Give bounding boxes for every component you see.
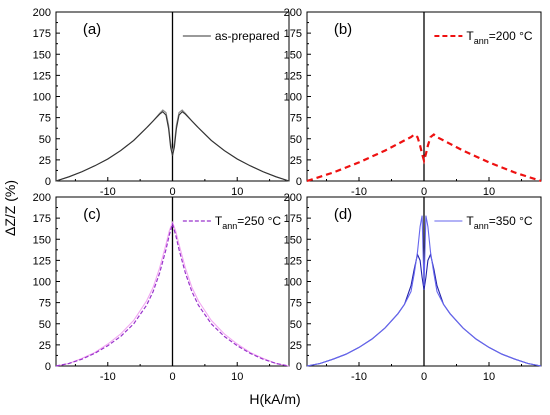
legend-label-main: T <box>466 214 474 228</box>
y-tick-label: 150 <box>284 49 302 61</box>
y-tick-label: 75 <box>290 113 302 125</box>
y-tick-label: 150 <box>284 234 302 246</box>
y-tick-label: 100 <box>33 277 51 289</box>
legend-label: Tann=200 °C <box>466 29 533 46</box>
y-tick-label: 175 <box>33 213 51 225</box>
legend-label-main: T <box>215 214 223 228</box>
y-tick-label: 125 <box>284 255 302 267</box>
y-tick-label: 50 <box>39 134 51 146</box>
x-tick-label: 10 <box>231 371 243 383</box>
x-tick-label: 10 <box>483 186 495 198</box>
y-tick-label: 150 <box>33 49 51 61</box>
legend-label: Tann=250 °C <box>215 214 282 231</box>
panel-label: (c) <box>83 206 101 223</box>
y-tick-label: 50 <box>290 319 302 331</box>
y-tick-label: 150 <box>33 234 51 246</box>
panel-2: 0 25 50 75 100 125 150 175 200 -10 0 10 (b) Tann=200 … <box>284 7 542 198</box>
x-tick-label: -10 <box>351 186 367 198</box>
legend-label-sub: ann <box>222 221 237 231</box>
y-tick-label: 175 <box>284 213 302 225</box>
y-tick-label: 75 <box>290 298 302 310</box>
x-tick-label: 0 <box>169 371 175 383</box>
y-tick-label: 125 <box>33 255 51 267</box>
y-tick-label: 175 <box>284 28 302 40</box>
legend-label-rest: =350 °C <box>489 214 533 228</box>
y-tick-label: 25 <box>39 340 51 352</box>
y-tick-label: 50 <box>39 319 51 331</box>
series-line-1 <box>55 221 290 367</box>
panel-label: (b) <box>334 21 352 38</box>
x-tick-label: 0 <box>169 186 175 198</box>
x-tick-label: 10 <box>231 186 243 198</box>
panel-4: 0 25 50 75 100 125 150 175 200 -10 0 10 (d) Tann=350 … <box>284 192 542 383</box>
legend-label-sub: ann <box>474 221 489 231</box>
series-line-1 <box>306 215 542 367</box>
x-tick-label: -10 <box>100 186 116 198</box>
y-tick-label: 75 <box>39 298 51 310</box>
x-axis-label: H(kA/m) <box>249 391 300 407</box>
x-tick-label: 0 <box>421 371 427 383</box>
x-tick-label: 10 <box>483 371 495 383</box>
y-tick-label: 200 <box>284 7 302 19</box>
y-tick-label: 200 <box>284 192 302 204</box>
legend-label-sub: ann <box>474 36 489 46</box>
y-tick-label: 200 <box>33 192 51 204</box>
x-tick-label: -10 <box>100 371 116 383</box>
x-tick-label: -10 <box>351 371 367 383</box>
legend-label-rest: =250 °C <box>237 214 281 228</box>
y-tick-label: 25 <box>290 340 302 352</box>
y-tick-label: 75 <box>39 113 51 125</box>
legend-label-rest: =200 °C <box>489 29 533 43</box>
y-tick-label: 100 <box>33 92 51 104</box>
panel-label: (d) <box>334 206 352 223</box>
y-tick-label: 0 <box>45 176 51 188</box>
legend-label: as-prepared <box>215 29 280 43</box>
legend-label: Tann=350 °C <box>466 214 533 231</box>
y-tick-label: 125 <box>284 70 302 82</box>
y-tick-label: 100 <box>284 277 302 289</box>
y-tick-label: 25 <box>290 155 302 167</box>
x-tick-label: 0 <box>421 186 427 198</box>
y-tick-label: 125 <box>33 70 51 82</box>
panel-label: (a) <box>83 21 101 38</box>
y-tick-label: 0 <box>45 361 51 373</box>
y-tick-label: 0 <box>296 176 302 188</box>
y-tick-label: 200 <box>33 7 51 19</box>
y-axis-label: ΔZ/Z (%) <box>2 180 18 236</box>
y-tick-label: 175 <box>33 28 51 40</box>
panel-3: 0 25 50 75 100 125 150 175 200 -10 0 10 (c) Tann=250 … <box>33 192 290 383</box>
legend-label-main: T <box>466 29 474 43</box>
y-tick-label: 0 <box>296 361 302 373</box>
series-line-1 <box>55 110 290 182</box>
y-tick-label: 100 <box>284 92 302 104</box>
y-tick-label: 50 <box>290 134 302 146</box>
y-tick-label: 25 <box>39 155 51 167</box>
series-line-1 <box>306 133 542 183</box>
panel-1: 0 25 50 75 100 125 150 175 200 -10 0 10 (a) as-prepar… <box>33 7 290 198</box>
